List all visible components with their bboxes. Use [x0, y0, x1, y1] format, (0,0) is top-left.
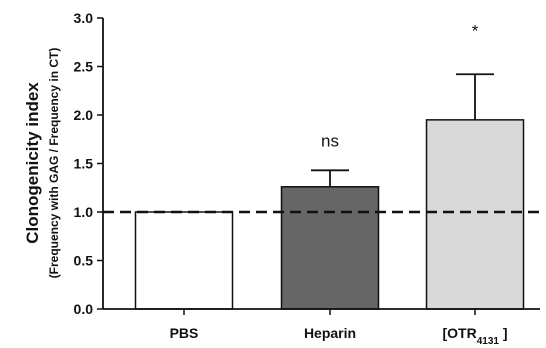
x-tick-label-0: PBS [170, 325, 199, 341]
y-tick-label-5: 2.5 [74, 59, 94, 75]
bar-1 [134, 211, 234, 310]
significance-label-3: * [472, 21, 479, 40]
x-tick-label-1: Heparin [304, 325, 356, 341]
bar-2 [280, 186, 380, 310]
y-tick-label-3: 1.5 [74, 156, 94, 172]
plot-area: ns * 0.0 0.5 1.0 1.5 2.0 2.5 3.0 PBS Heparin [OTR41… [74, 10, 540, 347]
y-tick-label-1: 0.5 [74, 253, 94, 269]
x-tick-label-2: [OTR4131 ] [442, 325, 507, 347]
y-axis-sublabel: (Frequency with GAG / Frequency in CT) [47, 48, 61, 279]
significance-label-2: ns [321, 131, 339, 150]
y-tick-label-4: 2.0 [74, 107, 94, 123]
bar-3 [425, 119, 525, 310]
y-tick-label-6: 3.0 [74, 10, 94, 26]
y-tick-label-2: 1.0 [74, 204, 94, 220]
y-axis-label-group: Clonogenicity index (Frequency with GAG … [23, 48, 61, 279]
y-axis-label: Clonogenicity index [23, 82, 42, 244]
y-tick-label-0: 0.0 [74, 301, 94, 317]
